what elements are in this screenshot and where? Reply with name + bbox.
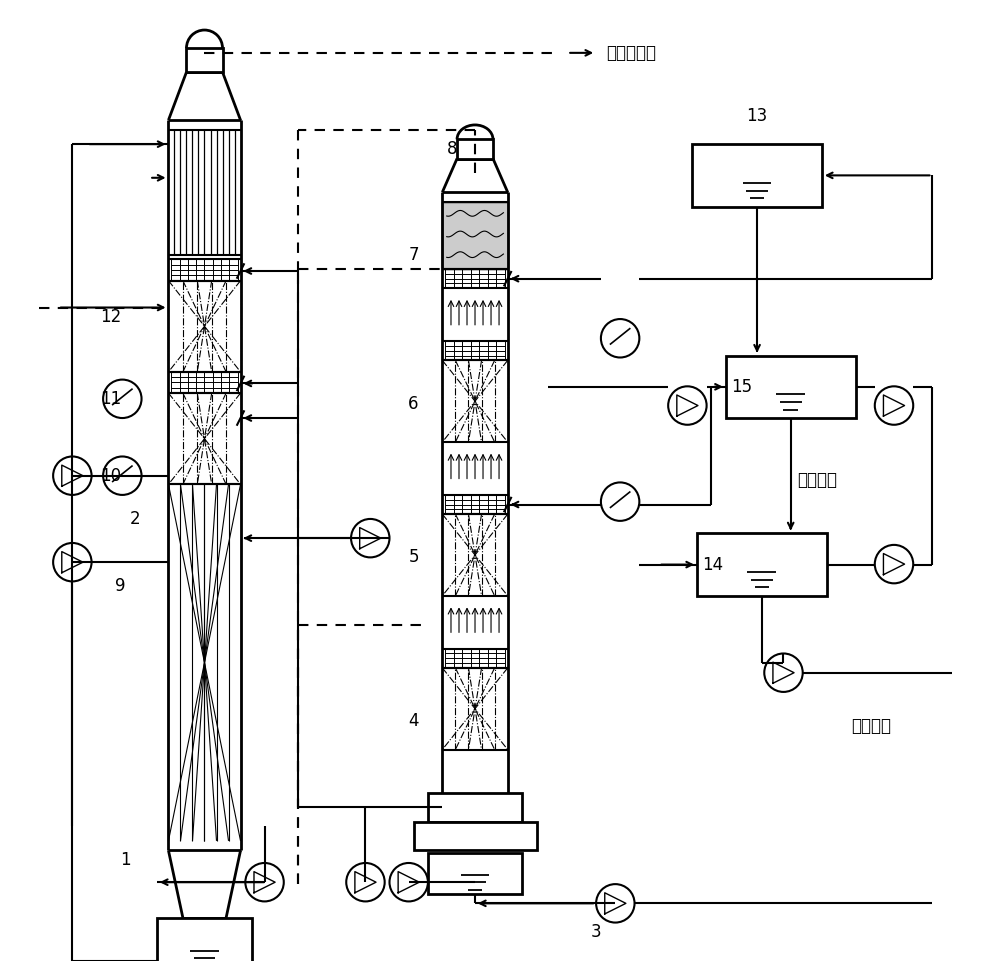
Text: 3: 3	[591, 924, 601, 941]
Text: 13: 13	[746, 107, 768, 125]
Text: 自解吸塔: 自解吸塔	[797, 472, 837, 489]
Text: 10: 10	[100, 467, 121, 484]
Bar	[692, 144, 822, 207]
Text: 7: 7	[408, 246, 419, 263]
Text: 15: 15	[731, 378, 752, 396]
Text: 12: 12	[100, 308, 121, 326]
Bar	[428, 853, 522, 894]
Bar	[157, 918, 252, 961]
Bar	[428, 793, 522, 822]
Bar	[726, 356, 856, 418]
Text: 5: 5	[408, 549, 419, 566]
Text: 去解吸塔: 去解吸塔	[851, 717, 891, 734]
Text: 2: 2	[130, 510, 140, 528]
Bar	[414, 822, 537, 850]
Text: 净化后烟气: 净化后烟气	[606, 44, 656, 62]
Text: 6: 6	[408, 395, 419, 412]
Text: 4: 4	[408, 712, 419, 729]
Bar	[697, 533, 827, 596]
Text: 8: 8	[447, 140, 457, 158]
Text: 9: 9	[115, 578, 126, 595]
Text: 1: 1	[120, 851, 131, 869]
Text: 14: 14	[702, 555, 723, 574]
Bar	[186, 48, 223, 72]
Text: 11: 11	[100, 390, 121, 407]
Bar	[442, 202, 508, 269]
Bar	[457, 139, 493, 159]
